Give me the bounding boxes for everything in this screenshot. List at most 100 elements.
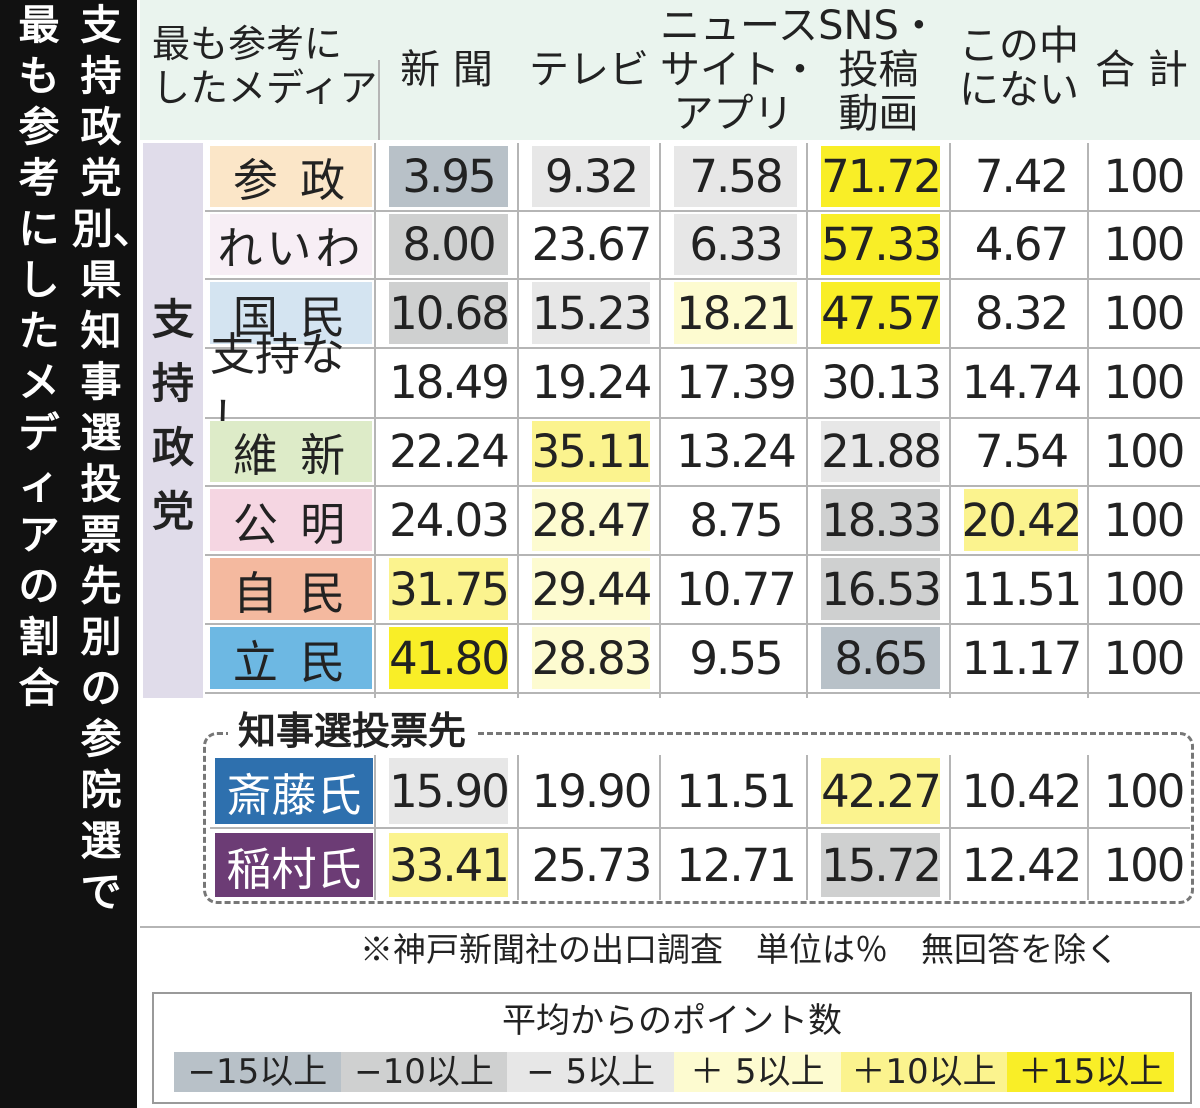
grid-line-horizontal [210,827,1190,829]
row-label: 国 民 [210,282,372,344]
party-group-label: 支持政党 [151,295,194,536]
row-label: 維 新 [210,421,372,482]
table-cell: 100 [1103,562,1186,616]
title-line2: 最も参考にしたメディアの割合 [18,1,60,712]
column-header-line: サイト・ [660,47,820,93]
title-bar: 支持政党別、県知事選投票先別の参院選で 最も参考にしたメディアの割合 [0,0,154,1108]
row-label: 支持なし [210,327,346,446]
table-cell: 4.67 [974,218,1069,271]
table-cell: 30.13 [821,356,942,409]
header-corner-line2: したメディア [152,66,378,110]
title-line1: 支持政党別、県知事選投票先別の参院選で [72,1,154,916]
grid-line-vertical [517,143,519,698]
header-corner: 最も参考に したメディア [152,22,377,110]
table-cell: 18.21 [674,282,797,344]
table-cell: 15.72 [821,833,942,897]
table-cell: 15.23 [532,282,652,344]
legend-item: −15以上 [174,1052,341,1092]
table-cell: 19.90 [531,764,653,818]
table-cell: 10.77 [676,562,797,616]
column-header-line: この中 [959,23,1079,69]
table-cell: 24.03 [389,493,510,547]
table-cell: 28.47 [532,489,652,551]
table-cell: 3.95 [389,146,508,207]
legend-item: ＋15以上 [1007,1052,1175,1092]
table-cell: 29.44 [532,558,652,620]
grid-line-vertical [659,143,661,698]
table-cell: 16.53 [821,558,942,620]
table-cell: 9.32 [532,146,650,207]
table-cell: 8.65 [821,627,940,689]
table-cell: 10.42 [961,764,1083,818]
party-group-bar [143,143,203,698]
table-cell: 8.75 [689,493,783,547]
table-cell: 100 [1103,218,1186,271]
column-header-line: SNS・ [818,3,939,49]
table-cell: 41.80 [389,627,510,689]
table-cell: 13.24 [676,425,797,478]
table-cell: 23.67 [531,218,653,271]
table-cell: 19.24 [531,356,653,409]
governor-section-frame [203,732,1194,904]
row-label: 立 民 [210,627,372,689]
grid-line-horizontal [205,417,1200,419]
table-cell: 7.54 [974,425,1069,478]
table-cell: 15.90 [389,758,510,824]
footnote: ※神戸新聞社の出口調査 単位は％ 無回答を除く [360,930,1119,969]
column-header-line: アプリ [673,91,794,137]
table-cell: 6.33 [674,214,797,275]
table-cell: 11.51 [961,562,1083,616]
column-header-line: にない [959,67,1079,113]
table-cell: 100 [1103,150,1186,203]
grid-line-horizontal [205,485,1200,487]
table-cell: 100 [1103,286,1186,340]
legend-title: 平均からのポイント数 [502,1001,842,1041]
table-cell: 100 [1103,425,1186,478]
grid-line-vertical [1087,143,1089,698]
grid-line-horizontal [205,623,1200,625]
table-cell: 33.41 [389,833,510,897]
grid-line-horizontal [205,210,1200,212]
table-cell: 18.49 [389,356,510,409]
legend-item: − 5以上 [507,1052,675,1092]
row-label: 自 民 [210,558,372,620]
row-label: 斎藤氏 [215,758,373,824]
table-cell: 12.42 [961,838,1083,892]
table-cell: 21.88 [821,421,942,482]
table-cell: 20.42 [962,489,1082,551]
column-header-line: テレビ [529,47,649,93]
table-cell: 8.00 [389,214,508,275]
column-header-line: ニュース [660,3,818,49]
column-header-line: 動画 [838,91,919,137]
table-cell: 17.39 [676,356,797,409]
grid-line-horizontal [205,692,1200,694]
column-header-line: 合 計 [1095,47,1188,93]
header-corner-line1: 最も参考に [152,22,343,66]
table-cell: 9.55 [689,631,783,685]
table-cell: 7.58 [674,146,797,207]
table-cell: 25.73 [531,838,653,892]
grid-line-horizontal [205,347,1200,349]
row-label: 公 明 [210,489,372,551]
table-header [140,0,1200,140]
table-cell: 42.27 [821,758,942,824]
table-cell: 100 [1103,356,1186,409]
table-cell: 47.57 [821,282,942,344]
table-cell: 71.72 [821,146,942,207]
table-cell: 31.75 [389,558,510,620]
table-cell: 7.42 [974,150,1069,203]
table-cell: 22.24 [389,425,510,478]
table-cell: 100 [1103,631,1186,685]
row-label: 稲村氏 [215,833,373,897]
column-header-line: 投稿 [838,47,919,93]
row-label: れいわ [210,214,372,275]
table-cell: 10.68 [389,282,510,344]
legend-item: ＋10以上 [840,1052,1008,1092]
table-cell: 8.32 [974,286,1069,340]
column-header-line: 新 聞 [400,47,493,93]
footnote-separator [140,926,1200,928]
table-cell: 35.11 [532,421,652,482]
table-cell: 14.74 [961,356,1083,409]
row-label: 参 政 [210,146,372,207]
grid-line-vertical [378,60,380,140]
